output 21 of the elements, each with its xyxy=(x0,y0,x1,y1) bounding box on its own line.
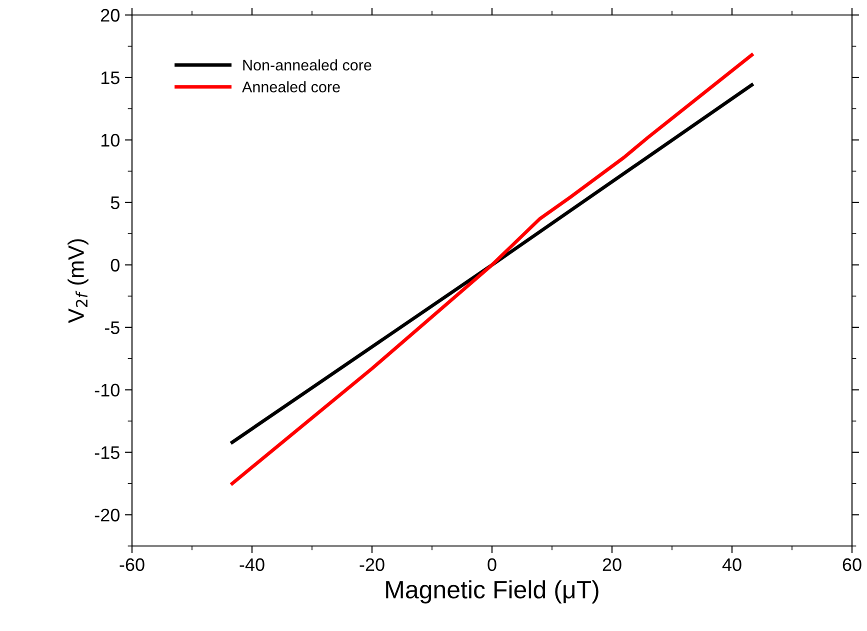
x-tick-label: -60 xyxy=(120,558,144,572)
y-axis-title: V$_{2f}$ (mV) xyxy=(68,239,88,324)
x-tick-label: 40 xyxy=(722,558,742,572)
line-series xyxy=(230,53,754,486)
y-tick-label: -20 xyxy=(94,508,120,522)
y-tick-label: -5 xyxy=(104,321,120,334)
x-axis-title: Magnetic Field (μT) xyxy=(386,580,598,604)
x-tick-label: 20 xyxy=(602,558,622,572)
y-tick-label: 10 xyxy=(101,134,120,147)
legend-label: Non-annealed core xyxy=(243,59,372,71)
x-tick-label: 60 xyxy=(842,558,862,572)
y-tick-label: 20 xyxy=(101,8,120,22)
y-tick-label: 15 xyxy=(101,72,120,84)
y-tick-label: 0 xyxy=(110,258,120,272)
x-tick-label: -40 xyxy=(240,558,264,572)
y-tick-label: 5 xyxy=(110,196,120,210)
x-tick-label: 0 xyxy=(488,558,496,572)
y-tick-label: -10 xyxy=(94,384,120,397)
y-tick-label: -15 xyxy=(94,446,120,460)
x-tick-label: -20 xyxy=(360,558,384,572)
legend-label: Annealed core xyxy=(242,81,340,92)
